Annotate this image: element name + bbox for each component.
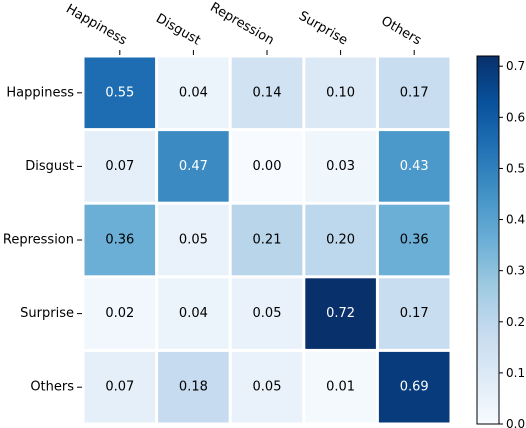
x-tick-label-4: Others <box>378 14 424 49</box>
colorbar-tick-label-0: 0.0 <box>506 417 525 428</box>
heatmap-value-label-2-4: 0.36 <box>400 233 429 248</box>
heatmap-cell-1-4 <box>378 131 450 202</box>
heatmap-value-label-2-0: 0.36 <box>105 233 134 248</box>
y-tick-label-0: Happiness <box>6 85 74 100</box>
heatmap-value-label-3-3: 0.72 <box>326 306 355 321</box>
heatmap-cell-3-3 <box>305 278 376 349</box>
x-tick-label-1: Disgust <box>153 11 203 48</box>
colorbar-tick-label-3: 0.3 <box>506 264 525 278</box>
heatmap-value-label-2-3: 0.20 <box>326 233 355 248</box>
heatmap-cell-0-2 <box>231 57 303 129</box>
heatmap-cell-4-1 <box>158 351 229 423</box>
y-tick-label-2: Repression <box>3 233 74 248</box>
heatmap-value-label-4-2: 0.05 <box>253 380 282 395</box>
heatmap-value-label-4-1: 0.18 <box>179 380 208 395</box>
heatmap-cell-2-3 <box>305 204 376 276</box>
heatmap-value-label-3-1: 0.04 <box>179 306 208 321</box>
heatmap-cell-1-0 <box>84 131 156 202</box>
x-tick-label-3: Surprise <box>296 9 350 49</box>
heatmap-cell-2-2 <box>231 204 303 276</box>
colorbar: 0.0 0.1 0.2 0.3 0.4 0.5 0.6 0.7 <box>476 55 525 428</box>
colorbar-gradient <box>476 55 500 425</box>
y-tick-label-3: Surprise <box>20 306 74 321</box>
colorbar-tick-label-2: 0.2 <box>506 315 525 329</box>
heatmap-cell-3-4 <box>378 278 450 349</box>
y-tick-label-4: Others <box>30 380 74 395</box>
y-tick-label-1: Disgust <box>25 159 74 174</box>
heatmap-value-label-1-0: 0.07 <box>105 159 134 174</box>
heatmap-cell-1-2 <box>231 131 303 202</box>
heatmap-cell-4-3 <box>305 351 376 423</box>
heatmap-value-labels: 0.55 0.04 0.14 0.10 0.17 0.07 0.47 0.00 0.03 0.43… <box>105 85 428 394</box>
colorbar-tick-label-7: 0.7 <box>506 59 525 73</box>
heatmap-value-label-0-2: 0.14 <box>253 85 282 100</box>
heatmap-value-label-2-2: 0.21 <box>253 233 282 248</box>
heatmap-value-label-0-0: 0.55 <box>105 85 134 100</box>
heatmap-value-label-3-4: 0.17 <box>400 306 429 321</box>
heatmap-cell-1-3 <box>305 131 376 202</box>
colorbar-tick-label-5: 0.5 <box>506 161 525 175</box>
heatmap-value-label-2-1: 0.05 <box>179 233 208 248</box>
heatmap-value-label-4-0: 0.07 <box>105 380 134 395</box>
heatmap-cell-1-1 <box>158 131 229 202</box>
heatmap-value-label-1-4: 0.43 <box>400 159 429 174</box>
colorbar-tick-label-1: 0.1 <box>506 366 525 380</box>
heatmap-cell-4-4 <box>378 351 450 423</box>
heatmap-value-label-4-4: 0.69 <box>400 380 429 395</box>
heatmap-value-label-1-3: 0.03 <box>326 159 355 174</box>
heatmap-value-label-0-4: 0.17 <box>400 85 429 100</box>
heatmap-cells <box>84 57 450 423</box>
heatmap-value-label-0-1: 0.04 <box>179 85 208 100</box>
heatmap-value-label-3-0: 0.02 <box>105 306 134 321</box>
heatmap-cell-0-0 <box>84 57 156 129</box>
colorbar-ticks: 0.0 0.1 0.2 0.3 0.4 0.5 0.6 0.7 <box>499 59 525 428</box>
x-tick-label-0: Happiness <box>63 2 129 49</box>
heatmap-cell-0-1 <box>158 57 229 129</box>
heatmap-cell-4-2 <box>231 351 303 423</box>
heatmap-cell-2-1 <box>158 204 229 276</box>
heatmap-value-label-1-1: 0.47 <box>179 159 208 174</box>
heatmap-cell-3-0 <box>84 278 156 349</box>
heatmap-cell-3-1 <box>158 278 229 349</box>
y-axis-ticks: Happiness Disgust Repression Surprise Others <box>3 85 82 395</box>
heatmap-cell-4-0 <box>84 351 156 423</box>
heatmap-cell-2-4 <box>378 204 450 276</box>
x-tick-label-2: Repression <box>207 0 276 48</box>
heatmap-cell-2-0 <box>84 204 156 276</box>
colorbar-tick-label-6: 0.6 <box>506 110 525 124</box>
heatmap-value-label-4-3: 0.01 <box>326 380 355 395</box>
colorbar-tick-label-4: 0.4 <box>506 213 525 227</box>
x-axis-ticks: Happiness Disgust Repression Surprise Others <box>63 0 424 55</box>
heatmap-cell-0-4 <box>378 57 450 129</box>
heatmap-cell-0-3 <box>305 57 376 129</box>
heatmap-value-label-3-2: 0.05 <box>253 306 282 321</box>
heatmap-value-label-0-3: 0.10 <box>326 85 355 100</box>
heatmap-cell-3-2 <box>231 278 303 349</box>
heatmap-value-label-1-2: 0.00 <box>253 159 282 174</box>
